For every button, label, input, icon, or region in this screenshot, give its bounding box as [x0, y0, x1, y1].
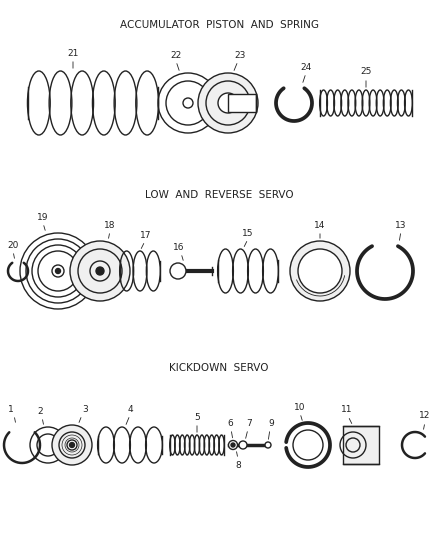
Text: 2: 2: [37, 407, 43, 416]
Circle shape: [265, 442, 271, 448]
Text: 18: 18: [104, 221, 116, 230]
Text: 14: 14: [314, 221, 326, 230]
Text: 4: 4: [127, 405, 133, 414]
Circle shape: [218, 93, 238, 113]
Circle shape: [96, 267, 104, 275]
Bar: [228, 94, 256, 112]
Text: 7: 7: [246, 418, 252, 427]
Text: 16: 16: [173, 243, 185, 252]
Circle shape: [298, 249, 342, 293]
Text: 22: 22: [170, 51, 182, 60]
Text: LOW  AND  REVERSE  SERVO: LOW AND REVERSE SERVO: [145, 190, 293, 200]
Circle shape: [52, 425, 92, 465]
Text: 21: 21: [67, 49, 79, 58]
Text: 11: 11: [341, 406, 353, 415]
Text: 25: 25: [360, 68, 372, 77]
Text: 9: 9: [268, 418, 274, 427]
Text: KICKDOWN  SERVO: KICKDOWN SERVO: [169, 363, 269, 373]
Circle shape: [70, 442, 74, 448]
Text: 1: 1: [8, 405, 14, 414]
Text: 23: 23: [234, 51, 246, 60]
Circle shape: [56, 269, 60, 273]
Bar: [343, 426, 379, 464]
Circle shape: [170, 263, 186, 279]
Text: 13: 13: [395, 221, 407, 230]
Circle shape: [198, 73, 258, 133]
Text: 6: 6: [227, 418, 233, 427]
Text: 17: 17: [140, 230, 152, 239]
Circle shape: [290, 241, 350, 301]
Circle shape: [70, 241, 130, 301]
Text: 19: 19: [37, 213, 49, 222]
Circle shape: [231, 443, 235, 447]
Text: 10: 10: [294, 402, 306, 411]
Text: 8: 8: [235, 461, 241, 470]
Circle shape: [67, 440, 77, 450]
Text: 3: 3: [82, 405, 88, 414]
Text: 20: 20: [7, 240, 19, 249]
Circle shape: [52, 265, 64, 277]
Text: 5: 5: [194, 413, 200, 422]
Text: 15: 15: [242, 229, 254, 238]
Text: 12: 12: [419, 411, 431, 421]
Circle shape: [239, 441, 247, 449]
Circle shape: [229, 440, 237, 449]
Text: 24: 24: [300, 62, 311, 71]
Text: ACCUMULATOR  PISTON  AND  SPRING: ACCUMULATOR PISTON AND SPRING: [120, 20, 318, 30]
